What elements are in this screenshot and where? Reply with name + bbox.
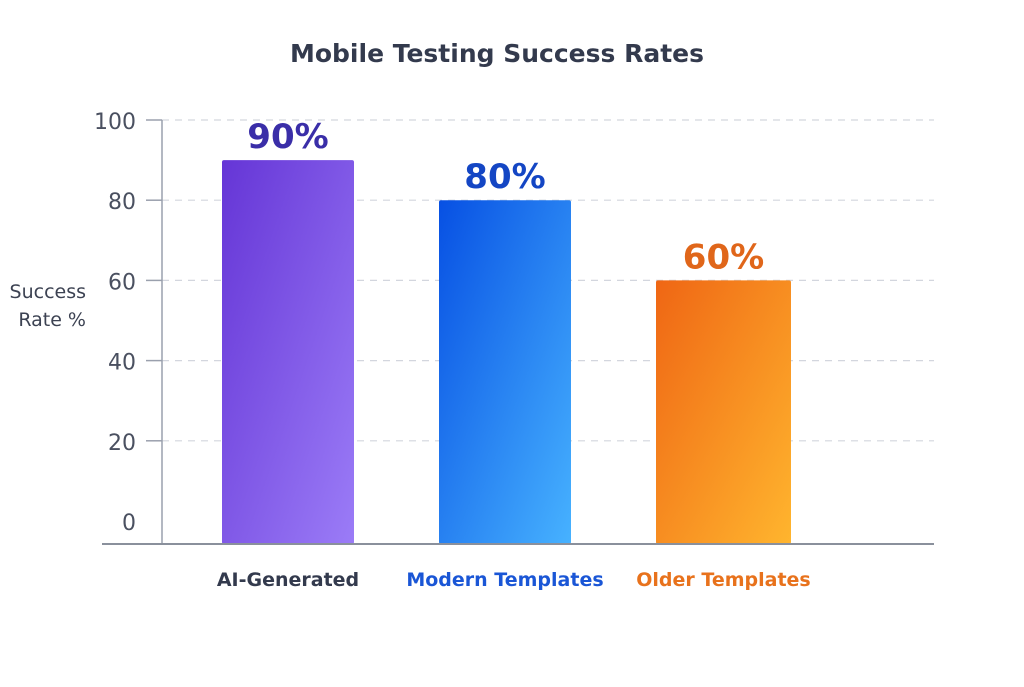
bar — [439, 200, 571, 544]
x-tick-label: Modern Templates — [406, 569, 603, 591]
bar — [656, 280, 791, 544]
data-label: 60% — [683, 237, 764, 277]
data-label: 80% — [464, 157, 545, 197]
y-tick-label: 0 — [122, 511, 136, 536]
y-tick-label: 60 — [108, 270, 136, 295]
y-axis-label: Success Rate % — [10, 281, 86, 331]
y-tick-label: 40 — [108, 351, 136, 376]
x-tick-label: Older Templates — [636, 569, 810, 591]
y-tick-label: 100 — [94, 110, 136, 135]
x-tick-label: AI-Generated — [217, 569, 359, 591]
data-label: 90% — [247, 117, 328, 157]
bar — [222, 160, 354, 544]
chart-title: Mobile Testing Success Rates — [290, 39, 704, 68]
y-tick-label: 80 — [108, 190, 136, 215]
y-tick-label: 20 — [108, 431, 136, 456]
